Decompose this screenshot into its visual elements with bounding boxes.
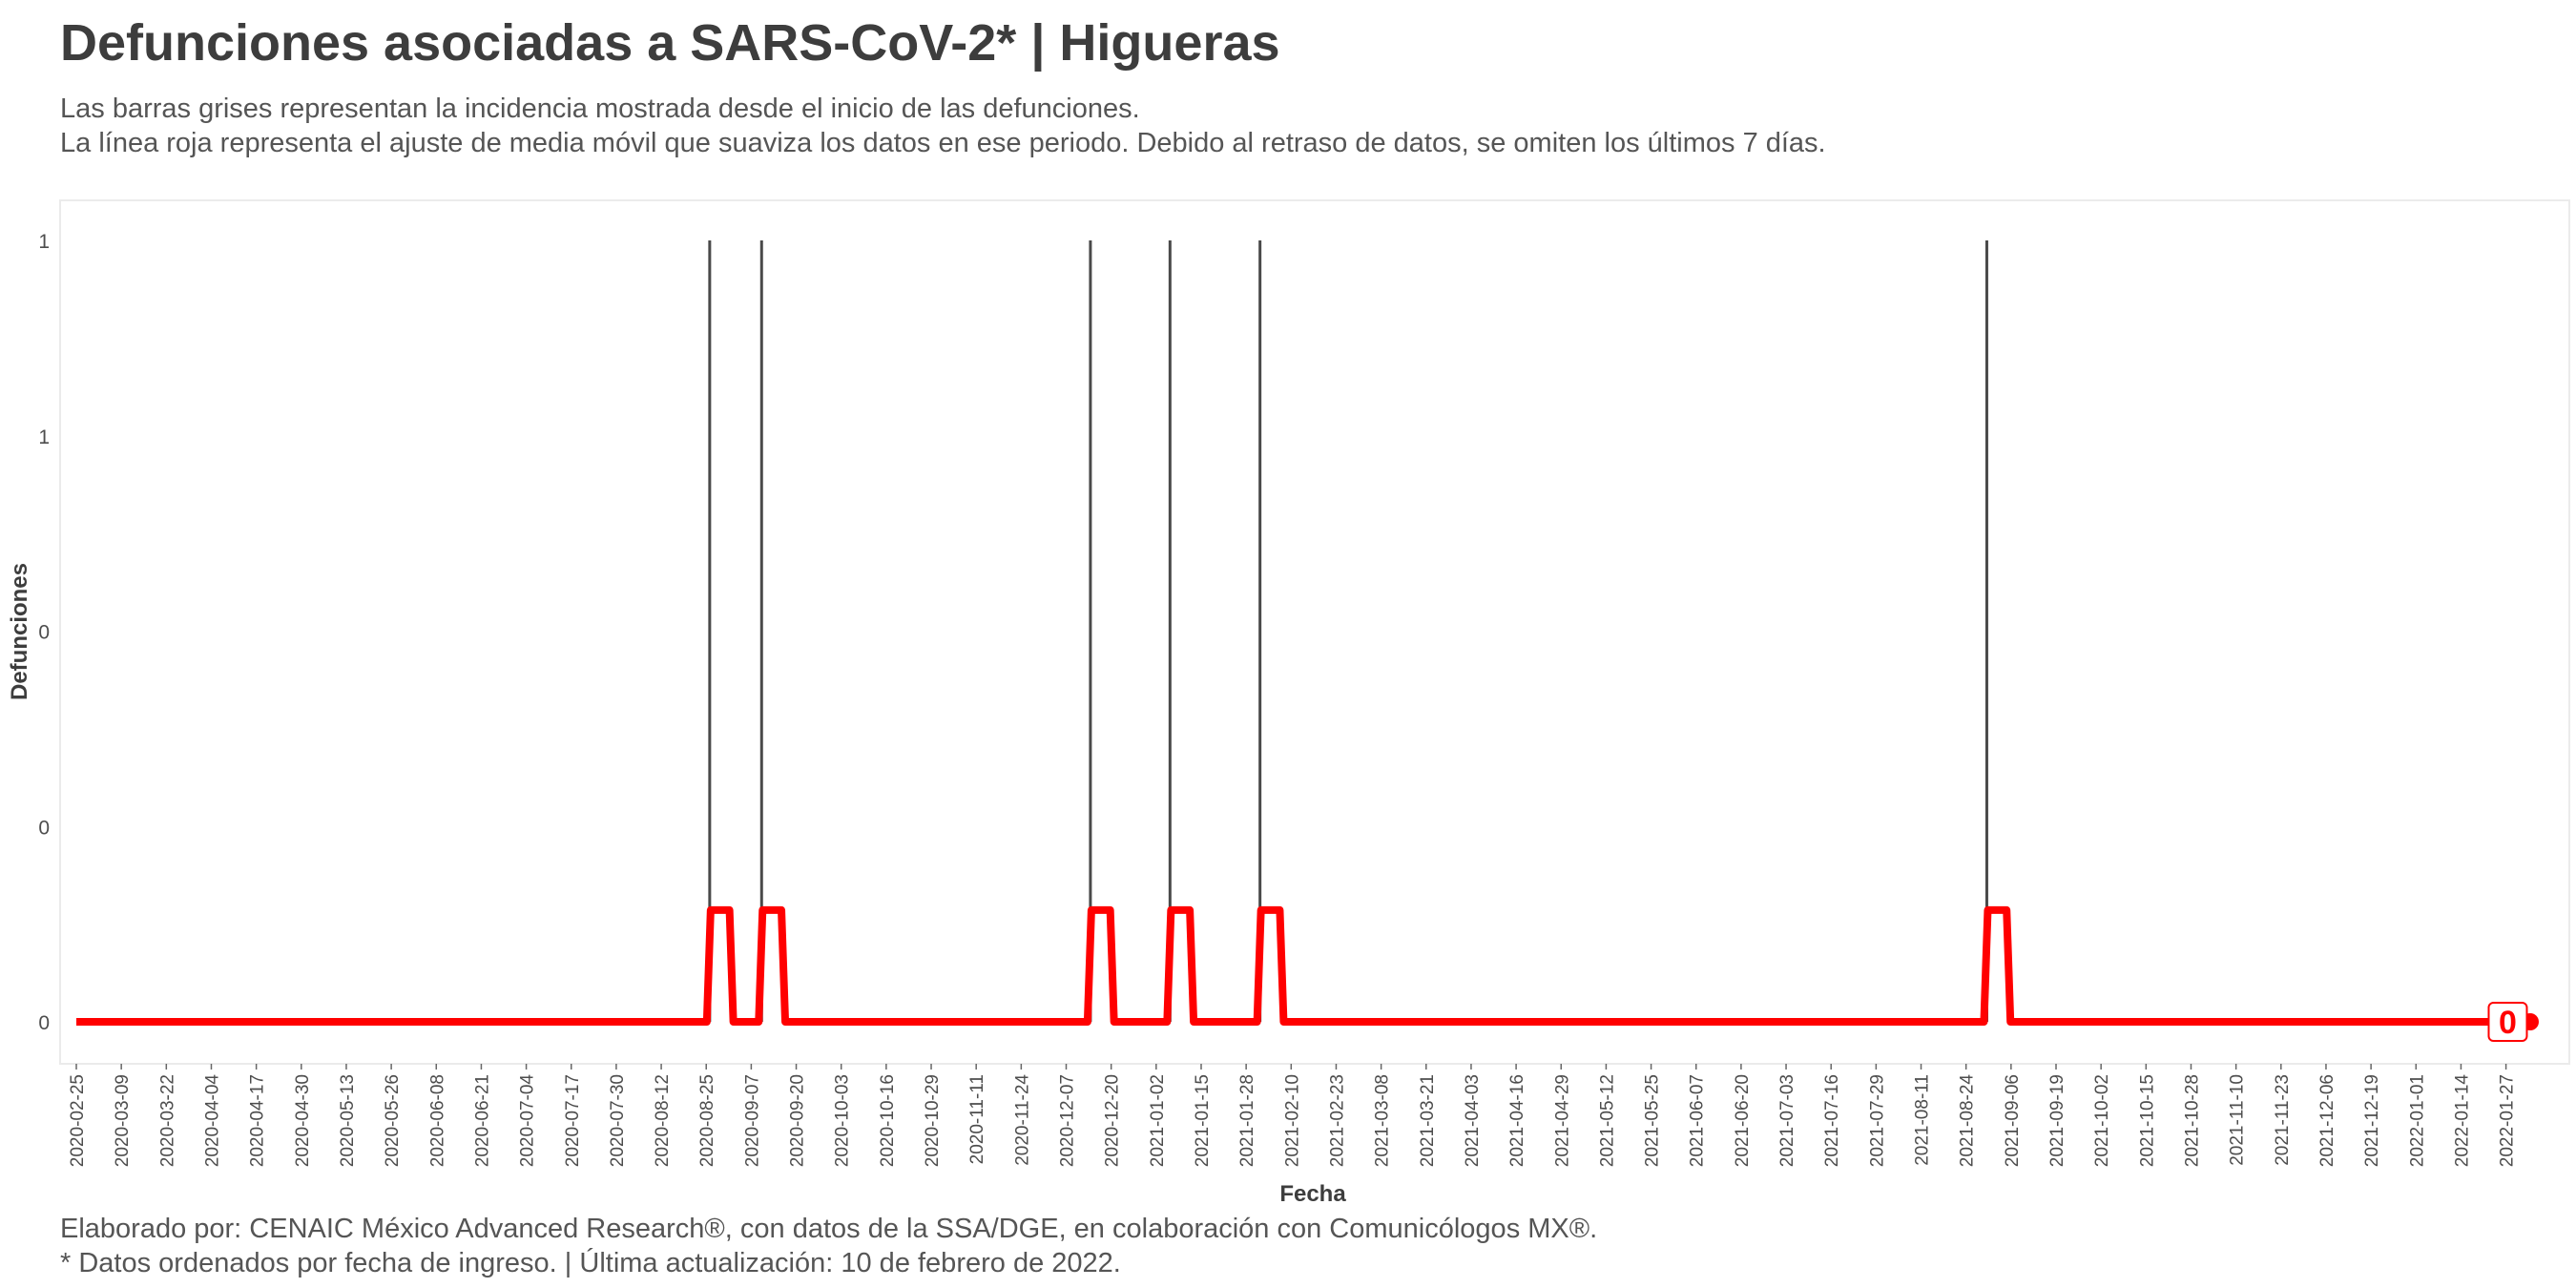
last-value-label: 0 — [2487, 1002, 2528, 1042]
x-tick-label: 2022-01-14 — [2452, 1074, 2472, 1168]
x-tick-label: 2021-01-02 — [1148, 1074, 1168, 1167]
subtitle-line-2: La línea roja representa el ajuste de me… — [60, 128, 1826, 158]
chart-title: Defunciones asociadas a SARS-CoV-2* | Hi… — [60, 14, 1280, 72]
x-tick-label: 2021-01-28 — [1237, 1074, 1257, 1167]
x-tick-label: 2020-08-12 — [653, 1074, 673, 1167]
chart-caption: Elaborado por: CENAIC México Advanced Re… — [60, 1212, 1597, 1280]
x-tick-label: 2021-08-24 — [1958, 1074, 1978, 1168]
chart-subtitle: Las barras grises representan la inciden… — [60, 92, 1826, 160]
x-tick-label: 2021-03-21 — [1418, 1074, 1438, 1167]
x-tick-label: 2021-10-15 — [2137, 1074, 2157, 1167]
x-tick-label: 2021-07-03 — [1777, 1074, 1797, 1167]
x-tick-label: 2020-12-20 — [1103, 1074, 1123, 1167]
x-tick-label: 2021-10-28 — [2182, 1074, 2202, 1167]
y-tick-label: 0 — [38, 622, 50, 644]
x-tick-label: 2020-09-20 — [788, 1074, 808, 1167]
x-tick-label: 2021-01-15 — [1193, 1074, 1213, 1167]
x-tick-label: 2021-09-06 — [2003, 1074, 2023, 1167]
x-tick-label: 2021-11-10 — [2228, 1074, 2248, 1166]
x-tick-label: 2021-09-19 — [2047, 1074, 2067, 1167]
y-tick-label: 0 — [38, 817, 50, 839]
x-tick-label: 2021-02-23 — [1327, 1074, 1347, 1167]
x-tick-label: 2020-03-22 — [157, 1074, 177, 1167]
x-tick-label: 2020-11-11 — [967, 1074, 987, 1164]
x-tick-label: 2021-04-29 — [1552, 1074, 1572, 1167]
y-tick-label: 0 — [38, 1012, 50, 1034]
x-tick-label: 2021-11-23 — [2273, 1074, 2293, 1166]
plot-panel — [59, 199, 2570, 1065]
x-tick-label: 2020-04-04 — [202, 1074, 222, 1168]
x-tick-label: 2021-10-02 — [2092, 1074, 2112, 1167]
x-tick-label: 2021-06-20 — [1733, 1074, 1753, 1167]
x-tick-label: 2022-01-01 — [2407, 1074, 2427, 1167]
caption-line-1: Elaborado por: CENAIC México Advanced Re… — [60, 1214, 1598, 1244]
x-tick-label: 2020-09-07 — [742, 1074, 762, 1167]
x-tick-label: 2020-10-03 — [833, 1074, 853, 1167]
x-tick-label: 2020-03-09 — [113, 1074, 133, 1167]
x-tick-label: 2020-05-13 — [338, 1074, 358, 1167]
y-axis-title: Defunciones — [7, 563, 32, 700]
x-axis-title: Fecha — [1279, 1181, 1346, 1207]
x-tick-label: 2021-06-07 — [1688, 1074, 1708, 1167]
x-tick-label: 2022-01-27 — [2498, 1074, 2518, 1167]
x-tick-label: 2020-04-17 — [248, 1074, 268, 1167]
x-tick-label: 2020-02-25 — [68, 1074, 88, 1167]
x-tick-label: 2020-07-17 — [563, 1074, 583, 1167]
x-tick-label: 2020-12-07 — [1058, 1074, 1078, 1167]
x-tick-label: 2021-12-06 — [2317, 1074, 2337, 1167]
moving-average-path — [76, 905, 2517, 1026]
y-tick-label: 1 — [38, 231, 50, 253]
y-tick-label: 1 — [38, 426, 50, 448]
x-tick-label: 2020-05-26 — [383, 1074, 403, 1167]
x-tick-label: 2020-07-30 — [608, 1074, 628, 1167]
x-tick-label: 2020-10-29 — [923, 1074, 943, 1167]
x-tick-label: 2020-06-08 — [427, 1074, 447, 1167]
x-tick-label: 2021-02-10 — [1282, 1074, 1302, 1167]
x-axis-ticks: 2020-02-25 2020-03-09 2020-03-22 2020-04-04… — [68, 1064, 2518, 1167]
x-tick-label: 2021-05-25 — [1643, 1074, 1663, 1167]
last-value-text: 0 — [2499, 1005, 2517, 1041]
x-tick-label: 2020-11-24 — [1012, 1074, 1032, 1166]
x-tick-label: 2020-04-30 — [293, 1074, 313, 1167]
x-tick-label: 2021-04-03 — [1463, 1074, 1483, 1167]
x-tick-label: 2021-08-11 — [1913, 1074, 1933, 1166]
last-value-box — [2487, 1002, 2528, 1042]
x-tick-label: 2021-07-16 — [1822, 1074, 1842, 1167]
incidence-bars — [708, 240, 1988, 1022]
moving-average-line — [76, 905, 2539, 1030]
x-tick-label: 2021-05-12 — [1597, 1074, 1617, 1167]
x-tick-label: 2020-08-25 — [697, 1074, 717, 1167]
x-tick-label: 2020-07-04 — [518, 1074, 538, 1168]
x-tick-label: 2021-03-08 — [1373, 1074, 1393, 1167]
x-tick-label: 2020-06-21 — [472, 1074, 492, 1167]
x-tick-label: 2020-10-16 — [878, 1074, 898, 1167]
x-tick-label: 2021-12-19 — [2362, 1074, 2382, 1167]
y-axis-ticks: 0 0 0 1 1 — [38, 231, 50, 1034]
x-tick-label: 2021-04-16 — [1507, 1074, 1527, 1167]
x-tick-label: 2021-07-29 — [1867, 1074, 1887, 1167]
caption-line-2: * Datos ordenados por fecha de ingreso. … — [60, 1248, 1121, 1278]
subtitle-line-1: Las barras grises representan la inciden… — [60, 93, 1140, 124]
